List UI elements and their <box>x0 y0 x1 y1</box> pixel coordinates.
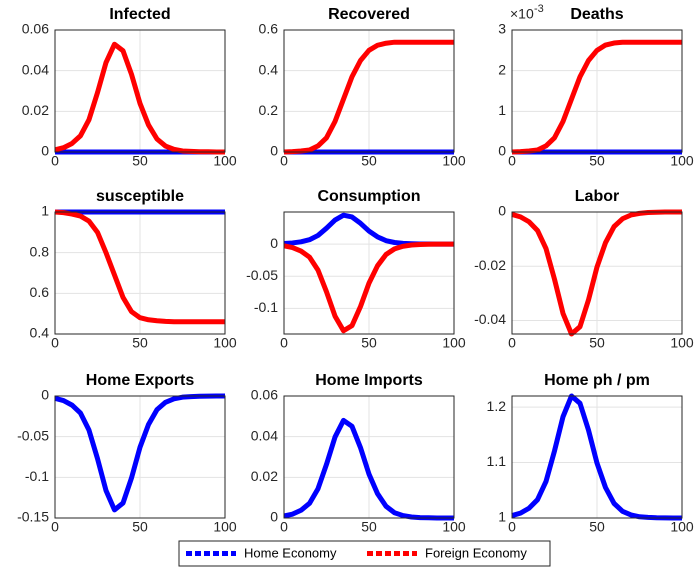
x-tick-label: 50 <box>361 335 377 351</box>
x-tick-label: 100 <box>213 335 237 351</box>
x-tick-label: 50 <box>361 519 377 535</box>
chart-title: Labor <box>575 188 619 205</box>
y-tick-label: 0.04 <box>251 427 278 443</box>
x-tick-label: 0 <box>51 519 59 535</box>
legend-label: Home Economy <box>244 545 337 560</box>
axes-frame <box>511 29 683 153</box>
axes-frame <box>283 211 455 335</box>
x-tick-label: 100 <box>670 153 694 169</box>
y-tick-label: 0 <box>41 387 49 403</box>
y-tick-label: 0.6 <box>30 284 50 300</box>
series-line <box>511 39 682 155</box>
y-tick-label: 3 <box>498 21 506 37</box>
y-tick-label: 1 <box>498 509 506 525</box>
x-tick-label: 50 <box>589 153 605 169</box>
y-tick-label: 0.4 <box>259 61 279 77</box>
y-tick-label: 0 <box>270 143 278 159</box>
y-tick-label: 0 <box>498 143 506 159</box>
x-tick-label: 100 <box>442 153 466 169</box>
x-tick-label: 0 <box>280 153 288 169</box>
x-tick-label: 50 <box>132 519 148 535</box>
x-tick-label: 100 <box>442 519 466 535</box>
y-tick-label: 0 <box>41 143 49 159</box>
legend-box <box>178 540 551 567</box>
y-tick-label: 0.2 <box>259 102 279 118</box>
x-tick-label: 50 <box>132 153 148 169</box>
legend-label: Foreign Economy <box>425 545 527 560</box>
x-tick-label: 100 <box>442 335 466 351</box>
axes-frame <box>511 395 683 519</box>
axes-frame <box>283 29 455 153</box>
x-tick-label: 50 <box>589 519 605 535</box>
series-line <box>54 209 225 325</box>
x-tick-label: 0 <box>508 519 516 535</box>
y-tick-label: 0.02 <box>251 468 278 484</box>
x-tick-label: 100 <box>670 519 694 535</box>
y-tick-label: 0.04 <box>22 61 49 77</box>
chart-title: Infected <box>109 6 170 23</box>
chart-title: susceptible <box>96 188 184 205</box>
y-tick-label: -0.1 <box>25 468 49 484</box>
y-tick-label: -0.02 <box>474 257 506 273</box>
y-tick-label: 0.4 <box>30 325 50 341</box>
y-tick-label: 1.2 <box>487 398 507 414</box>
x-tick-label: 0 <box>508 335 516 351</box>
axes-frame <box>54 29 226 153</box>
chart-title: Home ph / pm <box>544 372 650 389</box>
y-tick-label: 2 <box>498 61 506 77</box>
y-tick-label: -0.05 <box>17 427 49 443</box>
x-tick-label: 100 <box>213 153 237 169</box>
x-tick-label: 0 <box>280 335 288 351</box>
x-tick-label: 0 <box>51 153 59 169</box>
axes-frame <box>54 211 226 335</box>
chart-title: Deaths <box>570 6 623 23</box>
y-tick-label: 0.8 <box>30 243 50 259</box>
chart-title: Recovered <box>328 6 410 23</box>
y-tick-label: 0.6 <box>259 21 279 37</box>
axes-frame <box>511 211 683 335</box>
y-tick-label: 0.06 <box>22 21 49 37</box>
axes-frame <box>54 395 226 519</box>
y-scale-exponent: -3 <box>534 3 544 15</box>
series-line <box>283 39 454 155</box>
x-tick-label: 50 <box>132 335 148 351</box>
axes-frame <box>283 395 455 519</box>
y-tick-label: 1 <box>41 203 49 219</box>
y-tick-label: 0.02 <box>22 102 49 118</box>
x-tick-label: 0 <box>51 335 59 351</box>
x-tick-label: 50 <box>361 153 377 169</box>
y-tick-label: -0.15 <box>17 509 49 525</box>
y-tick-label: -0.04 <box>474 311 506 327</box>
y-scale-label: ×10 <box>510 6 534 22</box>
x-tick-label: 0 <box>508 153 516 169</box>
y-tick-label: 1.1 <box>487 453 507 469</box>
x-tick-label: 0 <box>280 519 288 535</box>
y-tick-label: 0 <box>270 235 278 251</box>
y-tick-label: 0.06 <box>251 387 278 403</box>
y-tick-label: -0.1 <box>254 299 278 315</box>
y-tick-label: 0 <box>270 509 278 525</box>
y-tick-label: 0 <box>498 203 506 219</box>
y-tick-label: 1 <box>498 102 506 118</box>
y-tick-label: -0.05 <box>246 267 278 283</box>
chart-title: Home Exports <box>86 372 195 389</box>
x-tick-label: 50 <box>589 335 605 351</box>
chart-title: Home Imports <box>315 372 423 389</box>
x-tick-label: 100 <box>670 335 694 351</box>
series-line <box>283 241 454 334</box>
chart-title: Consumption <box>317 188 420 205</box>
x-tick-label: 100 <box>213 519 237 535</box>
